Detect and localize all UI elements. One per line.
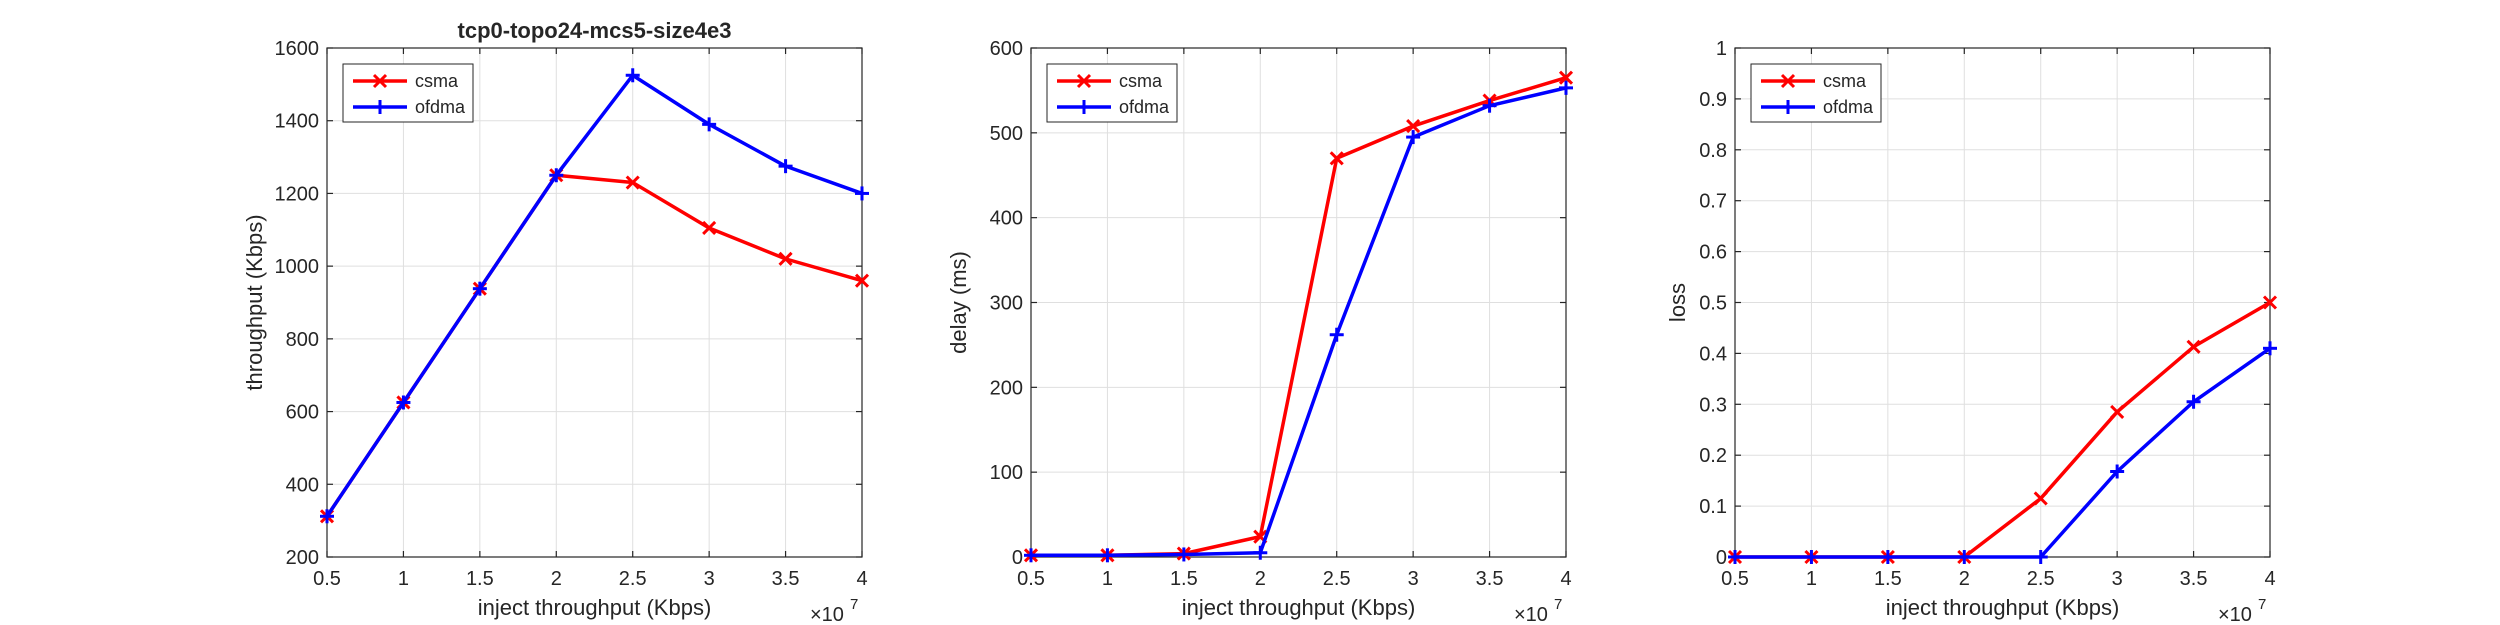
x-tick-label: 1.5	[466, 568, 494, 590]
y-tick-label: 500	[990, 123, 1023, 145]
x-tick-label: 1	[398, 568, 409, 590]
legend-label-ofdma: ofdma	[1119, 97, 1170, 117]
subplot-1: 0.5 1 1.5 2 2.5 3 3.5 4 200 400 600 800 1000 1200 1400…	[242, 18, 869, 625]
x-axis-label: inject throughput (Kbps)	[478, 595, 712, 620]
x-tick-label: 1.5	[1874, 568, 1902, 590]
subplot-2: 0.5 1 1.5 2 2.5 3 3.5 4 0 100 200 300 400 500 600 injec…	[946, 38, 1573, 625]
x-exponent-power: 7	[1554, 596, 1562, 613]
y-tick-label: 0.2	[1699, 445, 1727, 467]
y-axis-label: loss	[1665, 283, 1690, 322]
x-exponent: ×10 7	[2218, 596, 2266, 625]
y-tick-label: 400	[990, 208, 1023, 230]
x-exponent-base: ×10	[2218, 604, 2252, 625]
legend-label-csma: csma	[1823, 71, 1867, 91]
y-tick-label: 1400	[275, 111, 320, 133]
x-tick-label: 3.5	[2180, 568, 2208, 590]
legend: csma ofdma	[1751, 64, 1881, 122]
legend: csma ofdma	[1047, 64, 1177, 122]
series-line-ofdma	[1031, 88, 1566, 555]
x-exponent-power: 7	[850, 596, 858, 613]
y-tick-label: 400	[286, 474, 319, 496]
legend-label-csma: csma	[415, 71, 459, 91]
y-tick-label: 200	[286, 547, 319, 569]
y-tick-label: 1200	[275, 183, 320, 205]
x-tick-label: 1	[1806, 568, 1817, 590]
y-tick-label: 0	[1012, 547, 1023, 569]
y-tick-label: 0.5	[1699, 293, 1727, 315]
x-tick-label: 3	[1408, 568, 1419, 590]
x-exponent: ×10 7	[1514, 596, 1562, 625]
y-tick-label: 800	[286, 329, 319, 351]
y-axis-label: delay (ms)	[946, 251, 971, 354]
x-tick-label: 3.5	[1476, 568, 1504, 590]
y-tick-label: 0.9	[1699, 89, 1727, 111]
series-line-ofdma	[327, 75, 862, 516]
y-tick-label: 0.3	[1699, 394, 1727, 416]
x-tick-label: 3.5	[772, 568, 800, 590]
series-ofdma	[1728, 341, 2277, 564]
legend-label-ofdma: ofdma	[415, 97, 466, 117]
y-tick-label: 0.4	[1699, 343, 1727, 365]
x-tick-label: 2	[1959, 568, 1970, 590]
y-tick-label: 1	[1716, 38, 1727, 60]
legend: csma ofdma	[343, 64, 473, 122]
x-exponent-base: ×10	[1514, 604, 1548, 625]
series-line-csma	[1735, 303, 2270, 558]
x-tick-label: 4	[1560, 568, 1571, 590]
y-tick-label: 1000	[275, 256, 320, 278]
y-tick-label: 0.6	[1699, 242, 1727, 264]
x-tick-label: 2.5	[2027, 568, 2055, 590]
y-axis-label: throughput (Kbps)	[242, 214, 267, 390]
series-line-csma	[1031, 78, 1566, 556]
x-tick-label: 2.5	[1323, 568, 1351, 590]
y-tick-label: 0.8	[1699, 140, 1727, 162]
x-tick-label: 4	[856, 568, 867, 590]
series-ofdma	[1024, 81, 1573, 562]
x-axis-label: inject throughput (Kbps)	[1886, 595, 2120, 620]
x-tick-label: 0.5	[1721, 568, 1749, 590]
x-exponent-base: ×10	[810, 604, 844, 625]
x-tick-label: 0.5	[1017, 568, 1045, 590]
y-tick-label: 0	[1716, 547, 1727, 569]
x-exponent-power: 7	[2258, 596, 2266, 613]
x-tick-label: 2	[1255, 568, 1266, 590]
x-tick-label: 1	[1102, 568, 1113, 590]
x-exponent: ×10 7	[810, 596, 858, 625]
y-tick-label: 0.7	[1699, 191, 1727, 213]
subplot-3: 0.5 1 1.5 2 2.5 3 3.5 4 0 0.1 0.2 0.3 0.4 0.5 0.6 0.7 0.…	[1665, 38, 2277, 625]
x-tick-label: 0.5	[313, 568, 341, 590]
y-tick-label: 100	[990, 462, 1023, 484]
x-tick-label: 2.5	[619, 568, 647, 590]
x-tick-label: 4	[2264, 568, 2275, 590]
series-line-csma	[327, 175, 862, 516]
legend-label-csma: csma	[1119, 71, 1163, 91]
x-tick-label: 3	[704, 568, 715, 590]
x-tick-label: 3	[2112, 568, 2123, 590]
y-tick-label: 1600	[275, 38, 320, 60]
y-tick-label: 200	[990, 377, 1023, 399]
y-tick-label: 600	[990, 38, 1023, 60]
x-axis-label: inject throughput (Kbps)	[1182, 595, 1416, 620]
x-tick-label: 1.5	[1170, 568, 1198, 590]
y-tick-label: 300	[990, 293, 1023, 315]
series-ofdma	[320, 68, 869, 523]
y-tick-label: 600	[286, 402, 319, 424]
x-tick-label: 2	[551, 568, 562, 590]
legend-label-ofdma: ofdma	[1823, 97, 1874, 117]
chart-title: tcp0-topo24-mcs5-size4e3	[458, 18, 732, 43]
y-tick-label: 0.1	[1699, 496, 1727, 518]
